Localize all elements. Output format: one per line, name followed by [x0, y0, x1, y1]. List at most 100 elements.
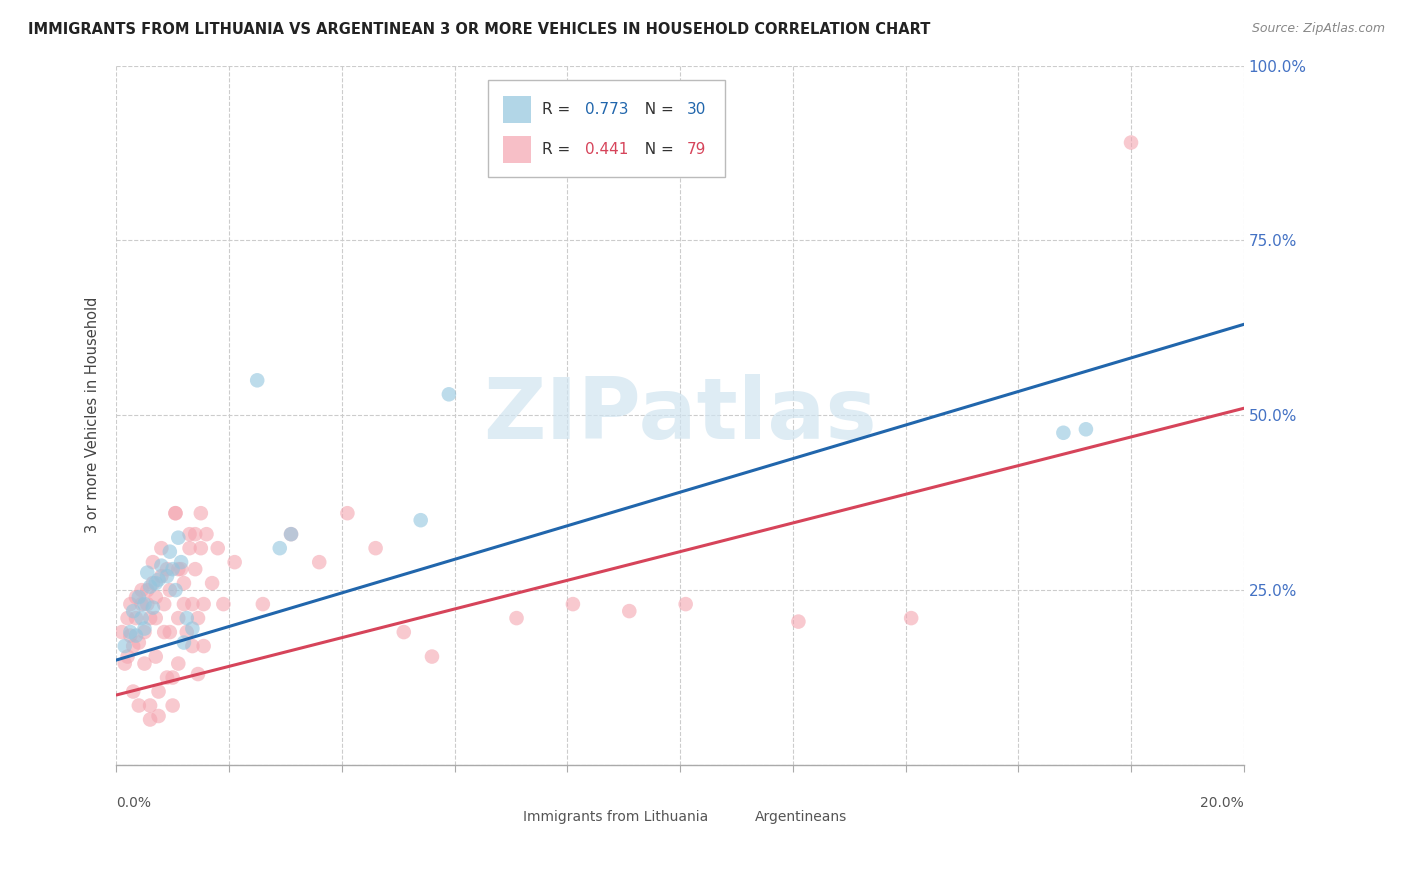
Point	[159, 583, 181, 598]
Point	[128, 698, 150, 713]
Point	[1119, 136, 1142, 150]
Text: Immigrants from Lithuania: Immigrants from Lithuania	[523, 811, 709, 824]
Point	[1074, 422, 1097, 436]
FancyBboxPatch shape	[488, 79, 725, 178]
Point	[128, 590, 150, 604]
Point	[117, 611, 139, 625]
Point	[125, 590, 148, 604]
Point	[187, 611, 209, 625]
Text: Source: ZipAtlas.com: Source: ZipAtlas.com	[1251, 22, 1385, 36]
Point	[179, 527, 201, 541]
Point	[145, 611, 167, 625]
Point	[176, 625, 198, 640]
Point	[420, 649, 443, 664]
Text: 30: 30	[686, 103, 706, 117]
Point	[117, 649, 139, 664]
Point	[787, 615, 810, 629]
Text: 79: 79	[686, 142, 706, 157]
Point	[131, 597, 153, 611]
Point	[675, 597, 697, 611]
Point	[167, 657, 190, 671]
Point	[159, 625, 181, 640]
Point	[190, 541, 212, 556]
Point	[900, 611, 922, 625]
Point	[120, 597, 142, 611]
Point	[153, 625, 176, 640]
Point	[184, 527, 207, 541]
Point	[142, 576, 165, 591]
Text: 0.0%: 0.0%	[117, 797, 152, 811]
Point	[150, 541, 173, 556]
Point	[207, 541, 229, 556]
Point	[181, 639, 204, 653]
Point	[173, 597, 195, 611]
Point	[280, 527, 302, 541]
Point	[162, 698, 184, 713]
Point	[134, 622, 156, 636]
Text: Argentineans: Argentineans	[755, 811, 846, 824]
Point	[136, 597, 159, 611]
Point	[193, 597, 215, 611]
Y-axis label: 3 or more Vehicles in Household: 3 or more Vehicles in Household	[86, 297, 100, 533]
Text: N =: N =	[636, 142, 679, 157]
Point	[134, 625, 156, 640]
Point	[139, 698, 162, 713]
Point	[125, 611, 148, 625]
Point	[125, 629, 148, 643]
Point	[212, 597, 235, 611]
Point	[131, 611, 153, 625]
Point	[195, 527, 218, 541]
Point	[170, 555, 193, 569]
Text: R =: R =	[543, 142, 575, 157]
Point	[122, 604, 145, 618]
Text: N =: N =	[636, 103, 679, 117]
Point	[134, 657, 156, 671]
Point	[179, 541, 201, 556]
Point	[156, 671, 179, 685]
Point	[173, 635, 195, 649]
FancyBboxPatch shape	[725, 807, 745, 827]
Point	[111, 625, 134, 640]
Point	[619, 604, 641, 618]
Point	[170, 562, 193, 576]
Point	[437, 387, 460, 401]
Point	[1052, 425, 1074, 440]
Point	[142, 555, 165, 569]
Point	[280, 527, 302, 541]
Point	[145, 649, 167, 664]
Point	[392, 625, 415, 640]
Point	[308, 555, 330, 569]
Point	[190, 506, 212, 520]
Point	[165, 506, 187, 520]
Point	[136, 566, 159, 580]
Point	[139, 713, 162, 727]
Point	[181, 597, 204, 611]
Point	[409, 513, 432, 527]
Point	[145, 590, 167, 604]
Point	[131, 583, 153, 598]
Point	[120, 629, 142, 643]
Point	[224, 555, 246, 569]
Point	[114, 639, 136, 653]
Point	[201, 576, 224, 591]
Point	[128, 635, 150, 649]
Point	[134, 597, 156, 611]
Point	[114, 657, 136, 671]
Point	[156, 569, 179, 583]
Text: 20.0%: 20.0%	[1201, 797, 1244, 811]
Point	[162, 671, 184, 685]
Point	[165, 506, 187, 520]
Point	[122, 639, 145, 653]
Point	[187, 667, 209, 681]
Point	[167, 611, 190, 625]
Point	[181, 622, 204, 636]
Point	[561, 597, 583, 611]
Point	[150, 569, 173, 583]
Point	[176, 611, 198, 625]
Point	[336, 506, 359, 520]
Point	[122, 684, 145, 698]
Point	[156, 562, 179, 576]
Point	[184, 562, 207, 576]
Point	[148, 573, 170, 587]
Text: R =: R =	[543, 103, 575, 117]
